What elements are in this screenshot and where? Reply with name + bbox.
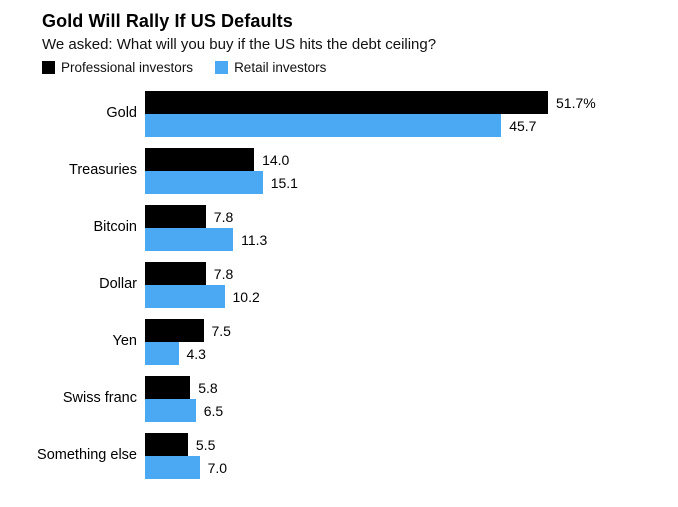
bar-line-retail-investors: 7.0 bbox=[145, 456, 678, 479]
bar-line-professional-investors: 5.5 bbox=[145, 433, 678, 456]
bar-professional-investors bbox=[145, 205, 206, 228]
bar-line-retail-investors: 6.5 bbox=[145, 399, 678, 422]
bar-professional-investors bbox=[145, 91, 548, 114]
bar-line-professional-investors: 5.8 bbox=[145, 376, 678, 399]
bar-row: Yen 7.5 4.3 bbox=[0, 319, 678, 365]
bar-professional-investors bbox=[145, 319, 204, 342]
bar-row: Treasuries 14.0 15.1 bbox=[0, 148, 678, 194]
bar-line-retail-investors: 4.3 bbox=[145, 342, 678, 365]
value-label: 7.0 bbox=[207, 459, 228, 476]
value-label: 11.3 bbox=[241, 231, 268, 248]
category-label: Treasuries bbox=[69, 162, 137, 179]
value-label: 7.8 bbox=[213, 208, 234, 225]
bar-group: 51.7% 45.7 bbox=[145, 91, 678, 137]
legend-swatch-icon bbox=[215, 61, 229, 74]
bar-group: 7.8 10.2 bbox=[145, 262, 678, 308]
bar-retail-investors bbox=[145, 228, 234, 251]
bar-line-retail-investors: 10.2 bbox=[145, 285, 678, 308]
value-label: 14.0 bbox=[262, 151, 290, 168]
bar-row: Gold 51.7% 45.7 bbox=[0, 91, 678, 137]
value-label: 4.3 bbox=[186, 345, 206, 362]
bar-retail-investors bbox=[145, 456, 200, 479]
bar-professional-investors bbox=[145, 262, 206, 285]
page-subtitle: We asked: What will you buy if the US hi… bbox=[42, 36, 437, 53]
bar-line-professional-investors: 14.0 bbox=[145, 148, 678, 171]
value-label: 7.8 bbox=[213, 265, 234, 282]
legend-swatch-icon bbox=[42, 61, 55, 74]
bar-chart: Gold 51.7% 45.7 Treasuries 14.0 15.1 Bitcoin 7.… bbox=[0, 91, 678, 479]
bar-line-retail-investors: 15.1 bbox=[145, 171, 678, 194]
bar-row: Bitcoin 7.8 11.3 bbox=[0, 205, 678, 251]
bar-group: 5.5 7.0 bbox=[145, 433, 678, 479]
bar-group: 7.5 4.3 bbox=[145, 319, 678, 365]
category-label: Dollar bbox=[99, 276, 137, 293]
bar-line-professional-investors: 7.8 bbox=[145, 205, 678, 228]
value-label: 5.8 bbox=[198, 379, 218, 396]
bar-professional-investors bbox=[145, 148, 255, 171]
category-label: Bitcoin bbox=[93, 219, 137, 236]
bar-group: 5.8 6.5 bbox=[145, 376, 678, 422]
category-label: Swiss franc bbox=[62, 390, 137, 407]
bar-retail-investors bbox=[145, 114, 502, 137]
category-label: Gold bbox=[106, 105, 137, 122]
bar-retail-investors bbox=[145, 342, 179, 365]
bar-professional-investors bbox=[145, 376, 191, 399]
bar-line-retail-investors: 11.3 bbox=[145, 228, 678, 251]
bar-line-professional-investors: 7.5 bbox=[145, 319, 678, 342]
bar-retail-investors bbox=[145, 285, 225, 308]
value-label: 7.5 bbox=[211, 322, 231, 339]
bar-retail-investors bbox=[145, 399, 196, 422]
legend-item-professional-investors: Professional investors bbox=[42, 60, 193, 75]
bar-line-professional-investors: 51.7% bbox=[145, 91, 678, 114]
legend-label: Professional investors bbox=[61, 60, 194, 75]
page-title: Gold Will Rally If US Defaults bbox=[42, 11, 293, 31]
value-label: 6.5 bbox=[203, 402, 224, 419]
value-label: 10.2 bbox=[232, 288, 260, 305]
bar-line-retail-investors: 45.7 bbox=[145, 114, 678, 137]
bar-row: Swiss franc 5.8 6.5 bbox=[0, 376, 678, 422]
bar-professional-investors bbox=[145, 433, 188, 456]
category-label: Yen bbox=[112, 333, 137, 350]
bar-line-professional-investors: 7.8 bbox=[145, 262, 678, 285]
legend: Professional investors Retail investors bbox=[42, 60, 326, 75]
legend-item-retail-investors: Retail investors bbox=[215, 60, 326, 75]
value-label: 5.5 bbox=[195, 436, 216, 453]
legend-label: Retail investors bbox=[234, 60, 327, 75]
value-label: 51.7% bbox=[556, 94, 596, 111]
bar-group: 14.0 15.1 bbox=[145, 148, 678, 194]
category-label: Something else bbox=[37, 447, 137, 464]
bar-row: Dollar 7.8 10.2 bbox=[0, 262, 678, 308]
bar-group: 7.8 11.3 bbox=[145, 205, 678, 251]
bar-row: Something else 5.5 7.0 bbox=[0, 433, 678, 479]
bar-retail-investors bbox=[145, 171, 263, 194]
value-label: 15.1 bbox=[270, 174, 298, 191]
value-label: 45.7 bbox=[509, 117, 537, 134]
